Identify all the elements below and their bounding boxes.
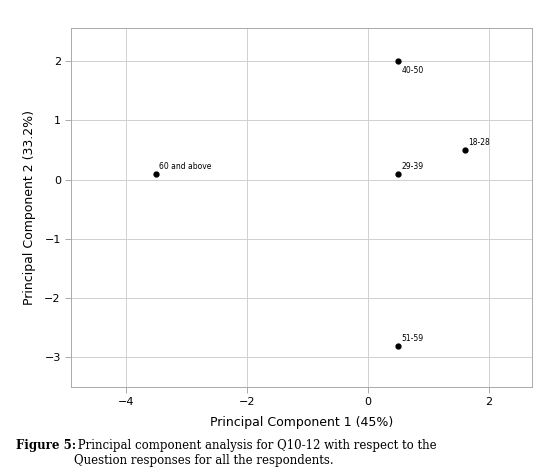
X-axis label: Principal Component 1 (45%): Principal Component 1 (45%) [210, 416, 393, 429]
Text: 29-39: 29-39 [401, 161, 424, 170]
Text: 60 and above: 60 and above [159, 161, 212, 170]
Text: Principal component analysis for Q10-12 with respect to the
Question responses f: Principal component analysis for Q10-12 … [74, 439, 437, 467]
Text: 51-59: 51-59 [401, 334, 424, 343]
Text: 40-50: 40-50 [401, 66, 424, 75]
Text: 18-28: 18-28 [468, 138, 490, 147]
Y-axis label: Principal Component 2 (33.2%): Principal Component 2 (33.2%) [23, 110, 36, 305]
Text: Figure 5:: Figure 5: [16, 439, 77, 452]
